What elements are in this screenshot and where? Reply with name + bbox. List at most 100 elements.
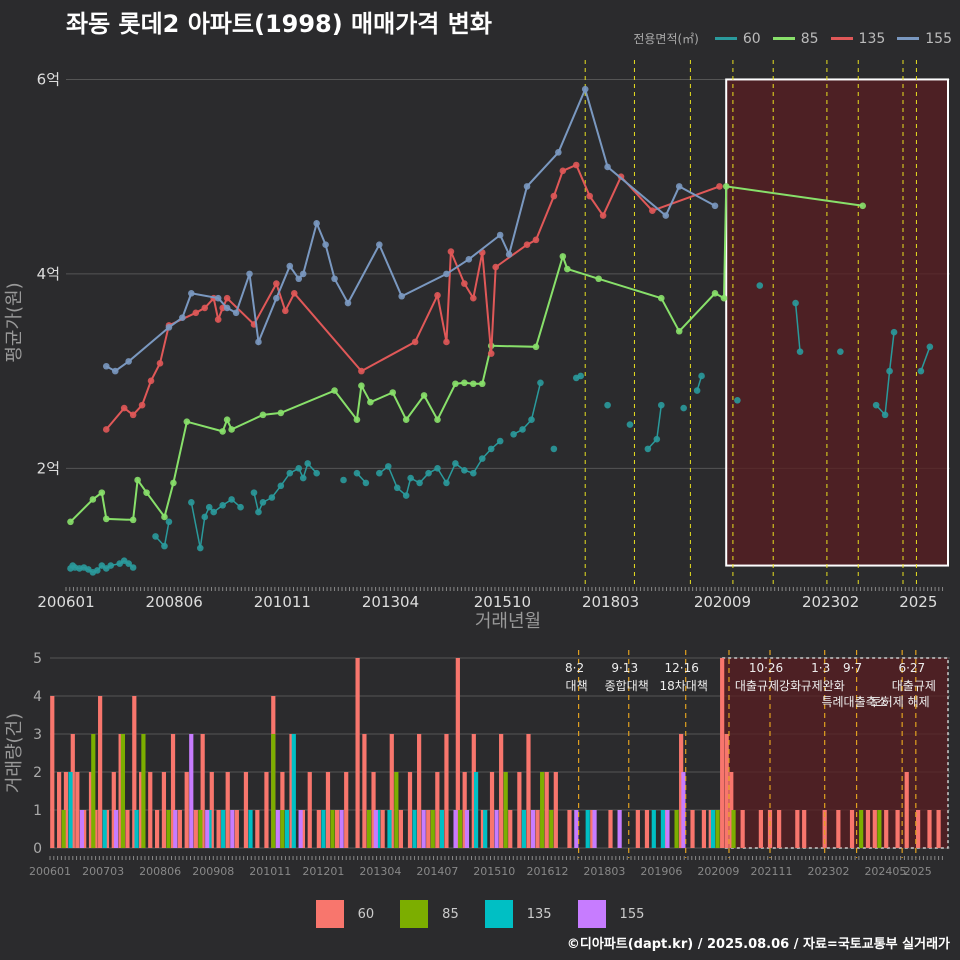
policy-date-label: 1·3 (811, 661, 830, 675)
data-point-85 (102, 515, 110, 523)
data-point-60 (461, 466, 468, 474)
legend-item-85: 85 (772, 31, 819, 47)
data-point-85 (183, 418, 191, 425)
data-point-60 (792, 299, 799, 307)
bar-x-tick-label: 200908 (192, 865, 234, 878)
data-point-60 (259, 499, 267, 506)
data-point-155 (331, 275, 338, 283)
data-point-155 (223, 304, 231, 312)
data-point-155 (443, 270, 450, 278)
x-tick-label: 201304 (362, 593, 419, 611)
bar-60 (795, 810, 800, 848)
bar-85 (674, 810, 679, 848)
bar-85 (458, 810, 463, 848)
bar-x-tick-label: 2025 (904, 865, 932, 878)
data-point-85 (219, 428, 226, 435)
bar-85 (280, 810, 285, 848)
bar-x-tick-label: 202111 (751, 865, 793, 878)
bar-60 (701, 810, 707, 848)
data-point-60 (165, 518, 173, 526)
data-point-60 (452, 460, 459, 467)
bar-legend-item-155: 155 (577, 900, 644, 928)
bar-60 (936, 810, 941, 848)
bar-60 (161, 772, 167, 848)
data-point-155 (398, 292, 405, 300)
data-point-60 (219, 501, 226, 509)
legend-title: 전용면적(㎡) (633, 32, 699, 46)
bar-155 (189, 734, 194, 848)
data-point-155 (376, 241, 383, 249)
x-tick-label: 202302 (802, 593, 859, 611)
data-point-155 (179, 314, 186, 321)
data-point-60 (255, 508, 262, 516)
data-point-135 (492, 263, 499, 271)
data-point-60 (188, 499, 195, 506)
bar-60 (98, 696, 103, 848)
bar-legend-label-85: 85 (442, 906, 459, 922)
data-point-85 (259, 411, 267, 419)
bar-60 (125, 810, 130, 848)
bar-x-tick-label: 202302 (807, 865, 849, 878)
data-point-135 (461, 280, 468, 287)
series-segment-60 (888, 332, 895, 372)
bar-135 (221, 810, 226, 848)
bar-85 (731, 810, 736, 848)
data-point-135 (201, 304, 209, 312)
data-point-155 (165, 324, 173, 331)
bar-60 (139, 772, 144, 848)
policy-date-label: 12·16 (665, 661, 699, 675)
bar-155 (530, 810, 536, 848)
bar-legend-key-60 (315, 900, 344, 928)
bar-60 (567, 810, 572, 848)
policy-event-label: 18차대책 (660, 678, 708, 693)
data-point-85 (420, 392, 428, 399)
bar-60 (82, 810, 87, 848)
data-point-155 (111, 367, 119, 375)
x-tick-label: 2025 (899, 593, 937, 611)
bar-x-tick-label: 201906 (640, 865, 682, 878)
legend-label-155: 155 (925, 30, 952, 47)
data-point-155 (581, 85, 589, 93)
data-point-155 (255, 338, 262, 346)
bar-60 (63, 772, 69, 848)
bar-60 (544, 772, 549, 848)
x-tick-label: 200806 (146, 593, 203, 611)
data-point-85 (478, 380, 486, 388)
data-point-155 (286, 262, 294, 270)
bar-60 (777, 810, 782, 848)
data-point-60 (890, 328, 898, 336)
data-point-60 (434, 465, 441, 472)
series-segment-60 (530, 382, 542, 420)
legend-key-155 (897, 37, 920, 40)
bar-y-tick-label: 0 (33, 841, 42, 857)
bar-60 (184, 772, 189, 848)
bar-60 (444, 734, 449, 848)
bar-legend-item-85: 85 (400, 900, 459, 928)
data-point-155 (295, 275, 303, 283)
data-point-60 (340, 476, 347, 484)
bar-60 (836, 810, 841, 848)
data-point-135 (716, 183, 723, 190)
bar-60 (344, 772, 349, 848)
bar-135 (412, 810, 417, 848)
bar-x-tick-label: 200806 (139, 865, 181, 878)
data-point-60 (393, 484, 401, 492)
legend-item-60: 60 (714, 31, 761, 47)
data-point-135 (120, 404, 128, 412)
data-point-60 (886, 367, 893, 375)
bar-60 (380, 810, 385, 848)
bar-60 (177, 810, 182, 848)
bar-60 (822, 810, 827, 848)
data-point-60 (237, 503, 244, 511)
policy-event-label: 규제완화 (801, 679, 845, 693)
data-point-60 (201, 513, 209, 521)
data-point-60 (299, 474, 307, 482)
data-point-155 (711, 202, 719, 210)
data-point-60 (550, 445, 558, 453)
bar-60 (708, 810, 713, 848)
series-line-85 (69, 185, 863, 523)
y-tick-label: 4억 (37, 265, 60, 283)
bar-y-tick-label: 1 (33, 803, 42, 819)
data-point-60 (295, 465, 303, 472)
data-point-60 (277, 482, 285, 490)
